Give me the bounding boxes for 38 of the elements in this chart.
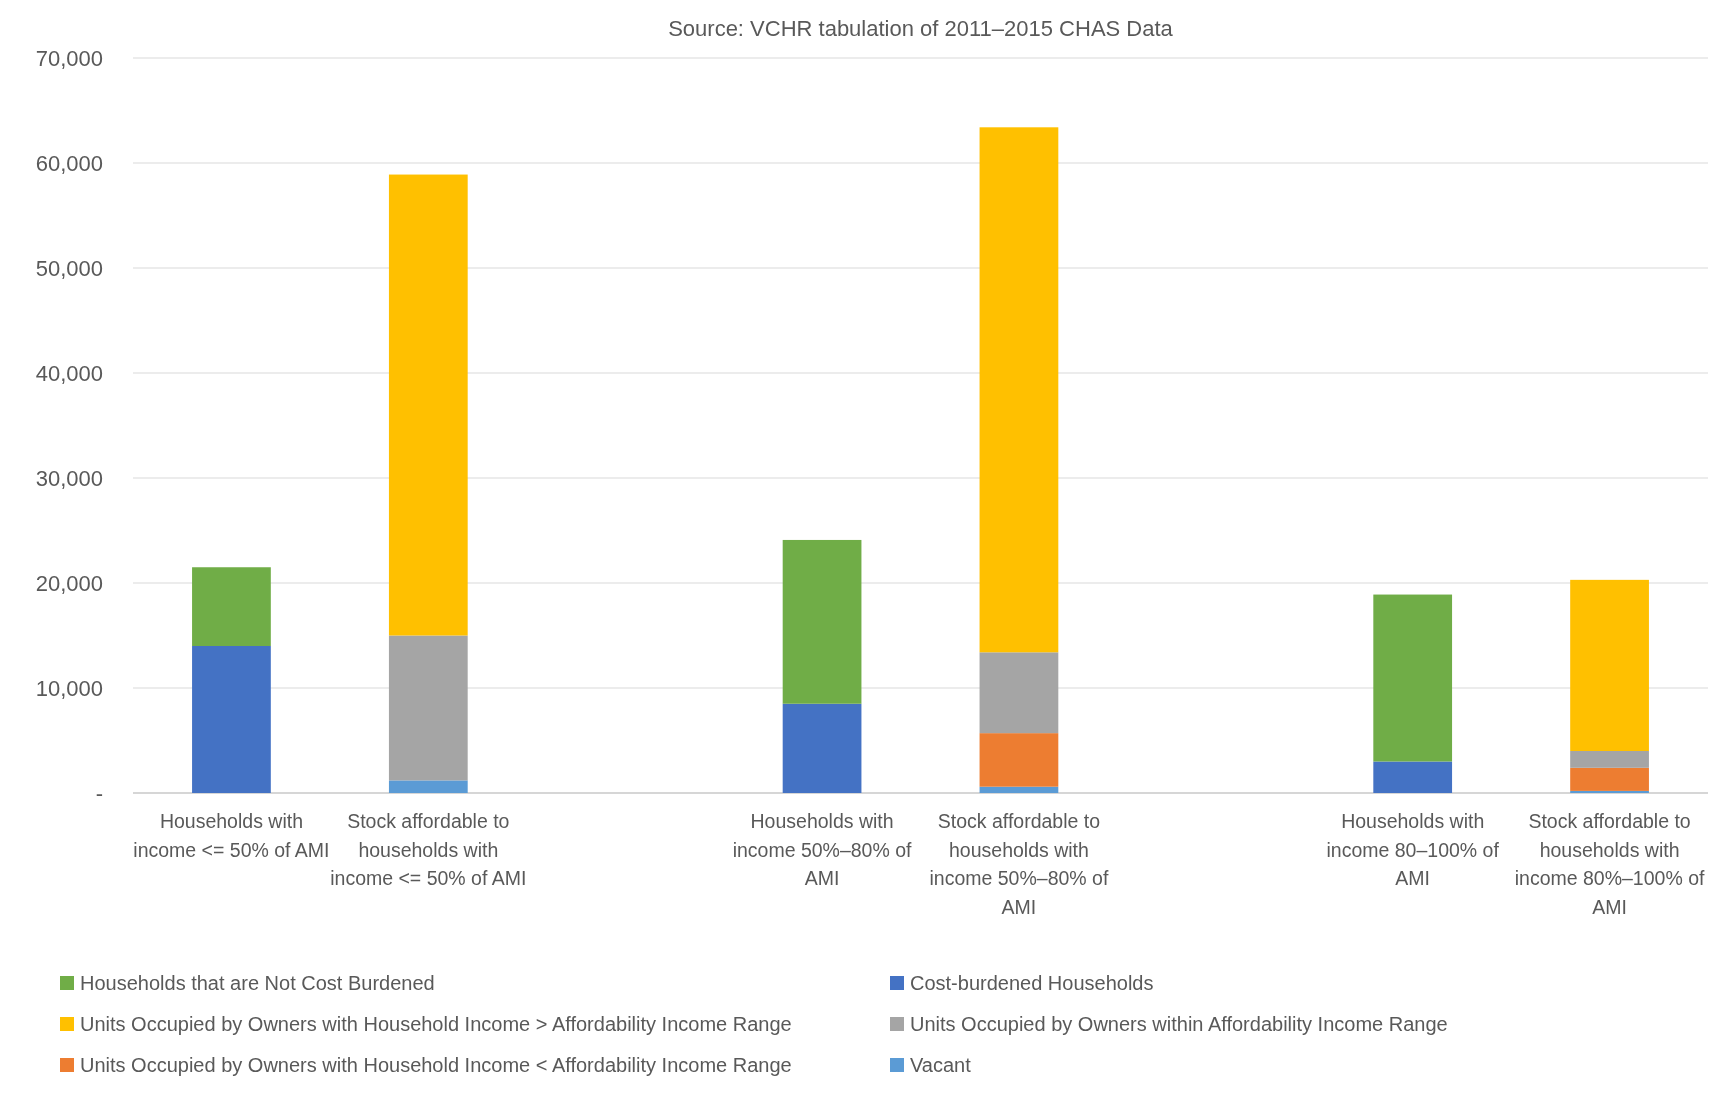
y-tick-label: 50,000 — [35, 255, 103, 281]
bar — [1373, 594, 1453, 762]
legend-label: Cost-burdened Households — [910, 972, 1154, 994]
bar — [979, 786, 1059, 793]
y-tick-label: - — [95, 780, 103, 806]
bar — [192, 567, 271, 646]
chart-title: Source: VCHR tabulation of 2011–2015 CHAS Data — [668, 16, 1174, 41]
y-tick-label: 10,000 — [35, 675, 103, 701]
bar — [388, 635, 468, 781]
bar — [1570, 579, 1649, 751]
y-tick-label: 40,000 — [35, 360, 103, 386]
x-tick-label: Stock affordable to households with income 80%–100% of AMI — [1514, 810, 1705, 918]
x-tick-label: Stock affordable to households with income 50%–80% of AMI — [929, 810, 1109, 918]
x-tick-label: Households with income 80–100% of AMI — [1326, 810, 1500, 889]
y-tick-label: 70,000 — [35, 45, 103, 71]
legend-label: Vacant — [910, 1054, 972, 1076]
bar — [782, 539, 862, 704]
bar — [388, 780, 468, 793]
legend-label: Households that are Not Cost Burdened — [80, 972, 435, 994]
y-tick-label: 60,000 — [35, 150, 103, 176]
bar — [388, 174, 468, 636]
legend-label: Units Occupied by Owners within Affordability Income Range — [910, 1013, 1448, 1035]
x-tick-label: Households with income 50%–80% of AMI — [732, 810, 913, 889]
bar — [782, 703, 862, 793]
bar — [192, 646, 271, 793]
legend-label: Units Occupied by Owners with Household Income > Affordability Income Range — [80, 1013, 792, 1035]
bar — [979, 652, 1059, 734]
y-tick-label: 20,000 — [35, 570, 103, 596]
y-tick-label: 30,000 — [35, 465, 103, 491]
bar — [979, 127, 1059, 653]
x-tick-label: Stock affordable to households with income <= 50% of AMI — [330, 810, 527, 889]
legend-label: Units Occupied by Owners with Household Income < Affordability Income Range — [80, 1054, 792, 1076]
bar — [1570, 767, 1649, 791]
bar — [979, 733, 1059, 787]
bar — [1570, 790, 1649, 793]
bar — [1373, 761, 1453, 793]
x-tick-label: Households with income <= 50% of AMI — [133, 810, 330, 861]
bar — [1570, 751, 1649, 768]
